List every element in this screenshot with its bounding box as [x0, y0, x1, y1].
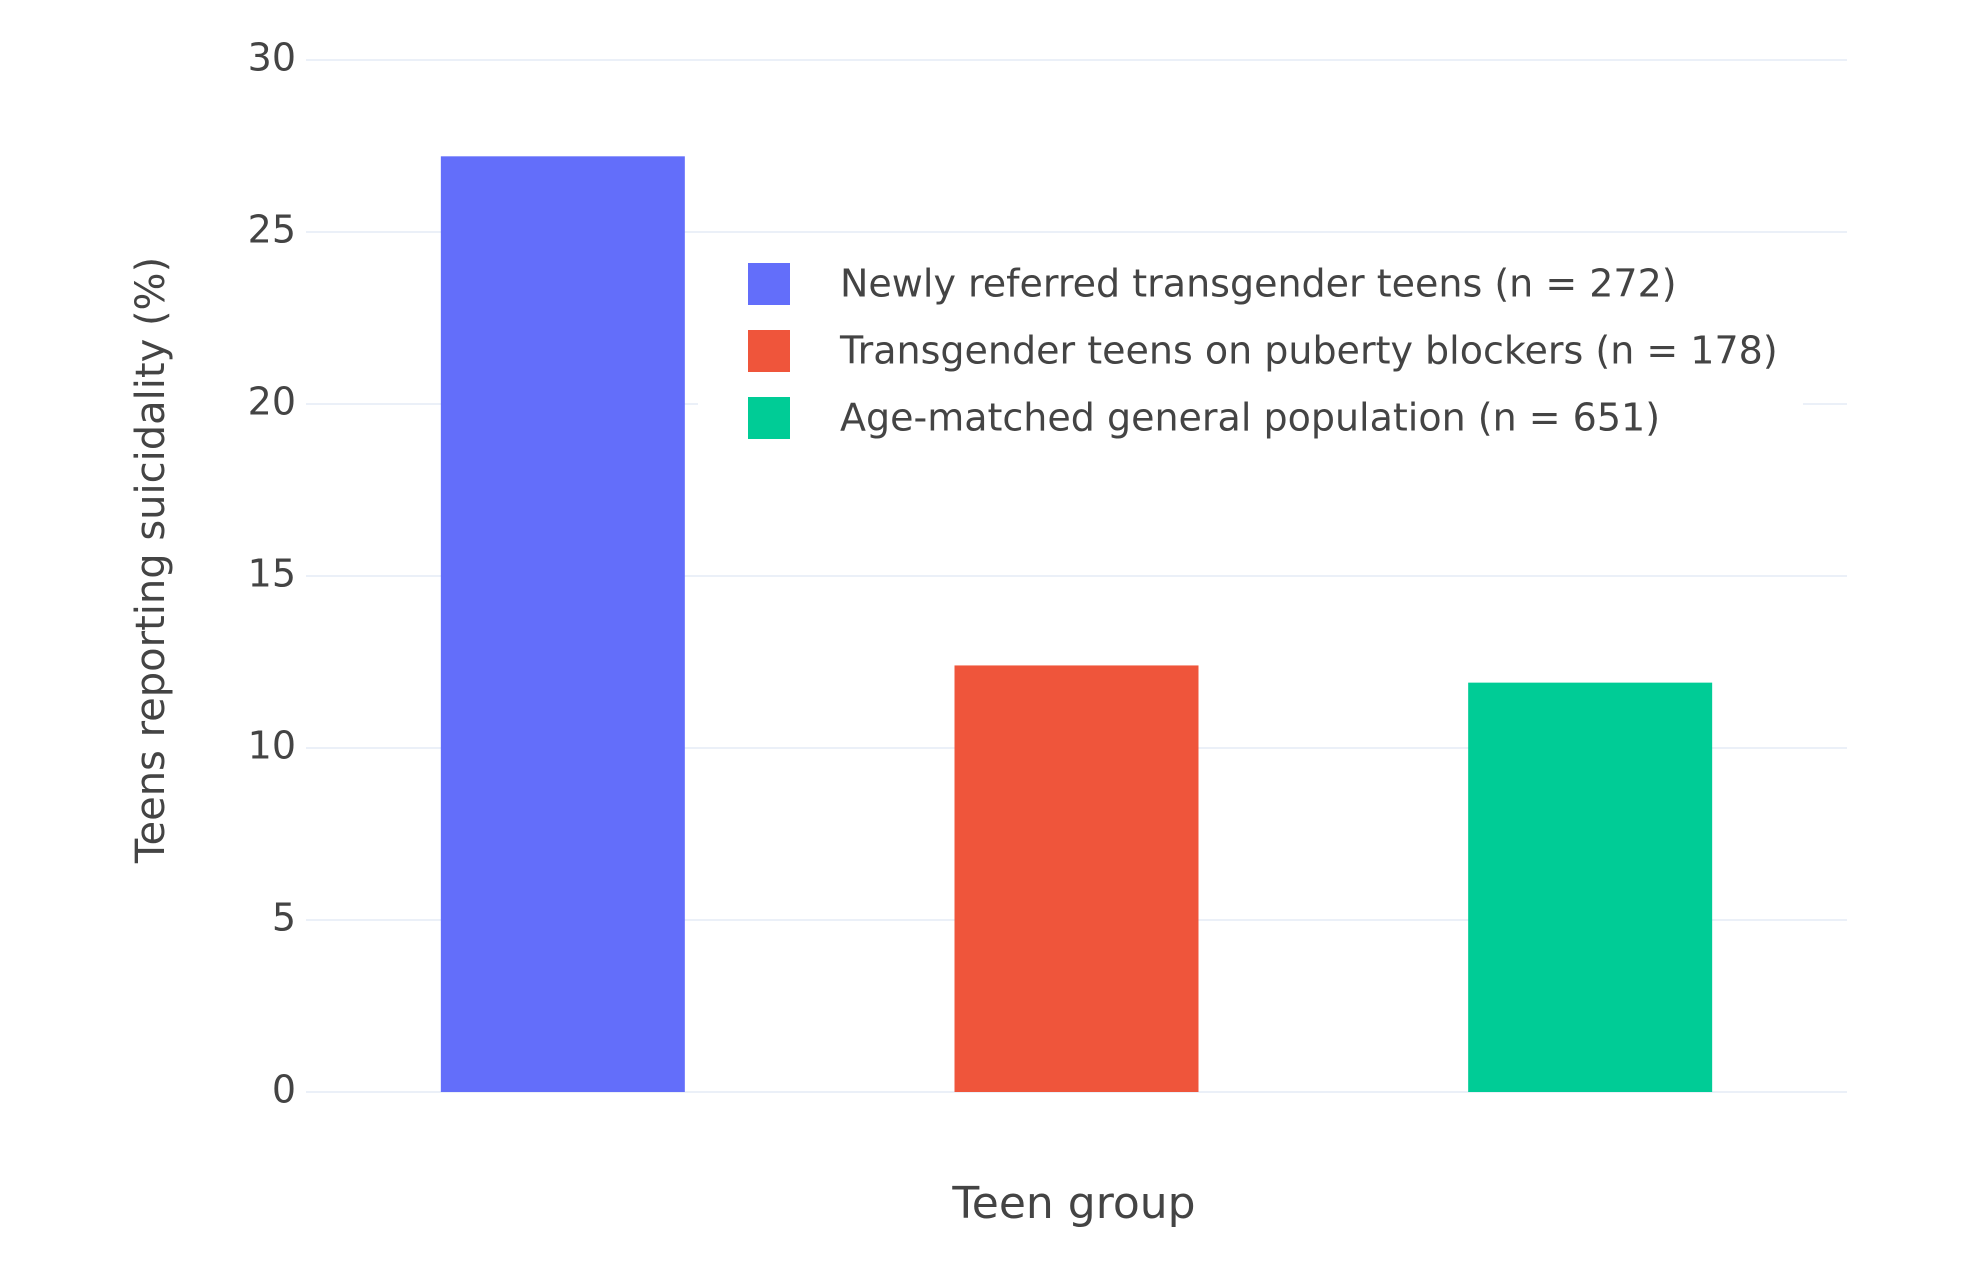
- y-tick-label: 15: [248, 552, 296, 596]
- legend-swatch: [748, 330, 790, 372]
- legend-label: Transgender teens on puberty blockers (n…: [839, 329, 1778, 373]
- legend-label: Age-matched general population (n = 651): [840, 396, 1660, 440]
- y-tick-label: 30: [248, 36, 296, 80]
- bar: [954, 665, 1199, 1092]
- y-tick-label: 5: [272, 896, 296, 940]
- legend-background: [698, 233, 1803, 454]
- y-tick-label: 0: [272, 1068, 296, 1112]
- y-tick-label: 25: [248, 208, 296, 252]
- legend-label: Newly referred transgender teens (n = 27…: [840, 262, 1677, 306]
- legend-swatch: [748, 263, 790, 305]
- bar: [440, 156, 685, 1092]
- y-tick-label: 10: [248, 724, 296, 768]
- bar: [1468, 682, 1713, 1092]
- y-tick-label: 20: [248, 380, 296, 424]
- x-axis-title: Teen group: [951, 1178, 1195, 1229]
- legend-swatch: [748, 397, 790, 439]
- y-axis-title: Teens reporting suicidality (%): [128, 257, 174, 864]
